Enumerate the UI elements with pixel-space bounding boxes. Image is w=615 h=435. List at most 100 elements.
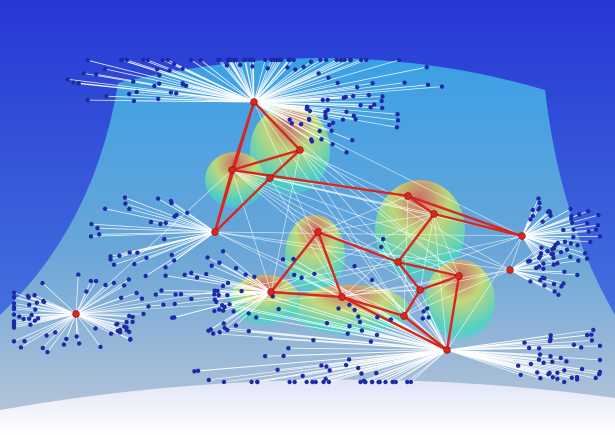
leaf-node xyxy=(287,57,293,63)
hub-edge xyxy=(396,260,422,292)
leaf-node xyxy=(593,227,599,232)
network-edge xyxy=(376,349,448,374)
hub-edge xyxy=(340,295,406,318)
leaf-node xyxy=(123,201,128,206)
network-edge xyxy=(299,149,399,263)
network-edge xyxy=(359,321,448,351)
network-edge xyxy=(214,291,272,295)
density-peak xyxy=(425,260,495,340)
hub-node xyxy=(250,98,258,106)
leaf-node xyxy=(192,369,197,374)
leaf-node xyxy=(165,57,170,63)
network-edge xyxy=(129,93,255,103)
leaf-node xyxy=(376,379,381,385)
leaf-node xyxy=(351,113,356,119)
hub-node xyxy=(416,286,424,294)
leaf-node xyxy=(160,57,165,63)
leaf-node xyxy=(97,232,102,237)
leaf-node xyxy=(252,274,257,279)
leaf-node xyxy=(347,324,352,329)
leaf-node xyxy=(111,262,117,267)
network-edge xyxy=(75,169,233,315)
leaf-node xyxy=(194,275,200,280)
network-edge xyxy=(174,216,216,233)
leaf-node xyxy=(93,326,98,331)
network-edge xyxy=(241,290,448,351)
network-edge xyxy=(170,200,216,233)
leaf-node xyxy=(536,357,542,362)
leaf-node xyxy=(439,84,445,89)
leaf-node xyxy=(212,308,217,314)
network-edge xyxy=(165,275,272,293)
leaf-node xyxy=(356,314,361,319)
leaf-node xyxy=(425,306,430,311)
leaf-node xyxy=(393,379,398,385)
network-edge xyxy=(211,265,272,293)
leaf-node xyxy=(317,128,322,134)
leaf-node xyxy=(157,73,162,78)
network-edge xyxy=(174,291,272,305)
network-edge xyxy=(75,313,130,317)
leaf-node xyxy=(370,379,375,385)
leaf-node xyxy=(355,85,360,90)
leaf-node xyxy=(551,281,557,287)
leaf-node xyxy=(238,62,243,68)
leaf-node xyxy=(528,279,533,284)
hub-edges xyxy=(213,100,524,352)
network-edge xyxy=(299,149,405,317)
leaf-node xyxy=(205,255,210,260)
network-edge xyxy=(317,213,435,233)
leaf-node xyxy=(221,321,226,326)
network-edge xyxy=(106,95,255,103)
leaf-node xyxy=(247,57,252,63)
network-edge xyxy=(253,59,351,103)
leaf-node xyxy=(263,57,268,63)
network-edge xyxy=(253,86,443,103)
network-edge xyxy=(253,77,329,103)
leaf-node xyxy=(579,345,584,350)
leaf-node xyxy=(94,72,99,77)
network-edge xyxy=(253,69,296,103)
network-edge xyxy=(13,313,77,342)
network-edge xyxy=(521,208,571,237)
hub-node xyxy=(400,312,408,320)
leaf-node xyxy=(327,122,332,128)
network-edge xyxy=(173,63,255,103)
leaf-node xyxy=(551,255,556,261)
network-edge xyxy=(30,313,77,326)
network-edge xyxy=(248,330,448,351)
leaf-node xyxy=(589,332,594,337)
network-edge xyxy=(104,68,255,103)
leaf-node xyxy=(541,261,546,266)
leaf-node xyxy=(124,319,129,325)
leaf-node xyxy=(34,300,40,305)
leaf-node xyxy=(343,362,349,368)
leaf-node xyxy=(380,94,385,99)
network-edge xyxy=(34,294,77,315)
leaf-node xyxy=(243,272,248,277)
leaf-node xyxy=(158,221,163,227)
leaf-node xyxy=(346,357,352,362)
leaf-node xyxy=(562,239,568,244)
leaf-node xyxy=(546,372,551,377)
leaf-node xyxy=(582,251,588,256)
leaf-node xyxy=(170,315,175,320)
leaf-node xyxy=(528,217,533,222)
leaf-node xyxy=(231,57,237,63)
hub-node xyxy=(211,228,219,236)
leaf-node xyxy=(426,315,431,320)
network-edge xyxy=(341,275,460,298)
network-edge xyxy=(157,198,216,233)
leaf-node xyxy=(250,57,255,63)
leaf-node xyxy=(381,236,386,242)
network-edge xyxy=(270,289,421,293)
network-edge xyxy=(75,292,137,315)
leaf-node xyxy=(265,66,270,71)
network-edge xyxy=(446,338,551,351)
leaf-node xyxy=(334,57,339,63)
network-edge xyxy=(91,223,216,233)
network-edge xyxy=(253,101,332,132)
leaf-node xyxy=(379,244,384,250)
leaf-node xyxy=(405,379,410,385)
